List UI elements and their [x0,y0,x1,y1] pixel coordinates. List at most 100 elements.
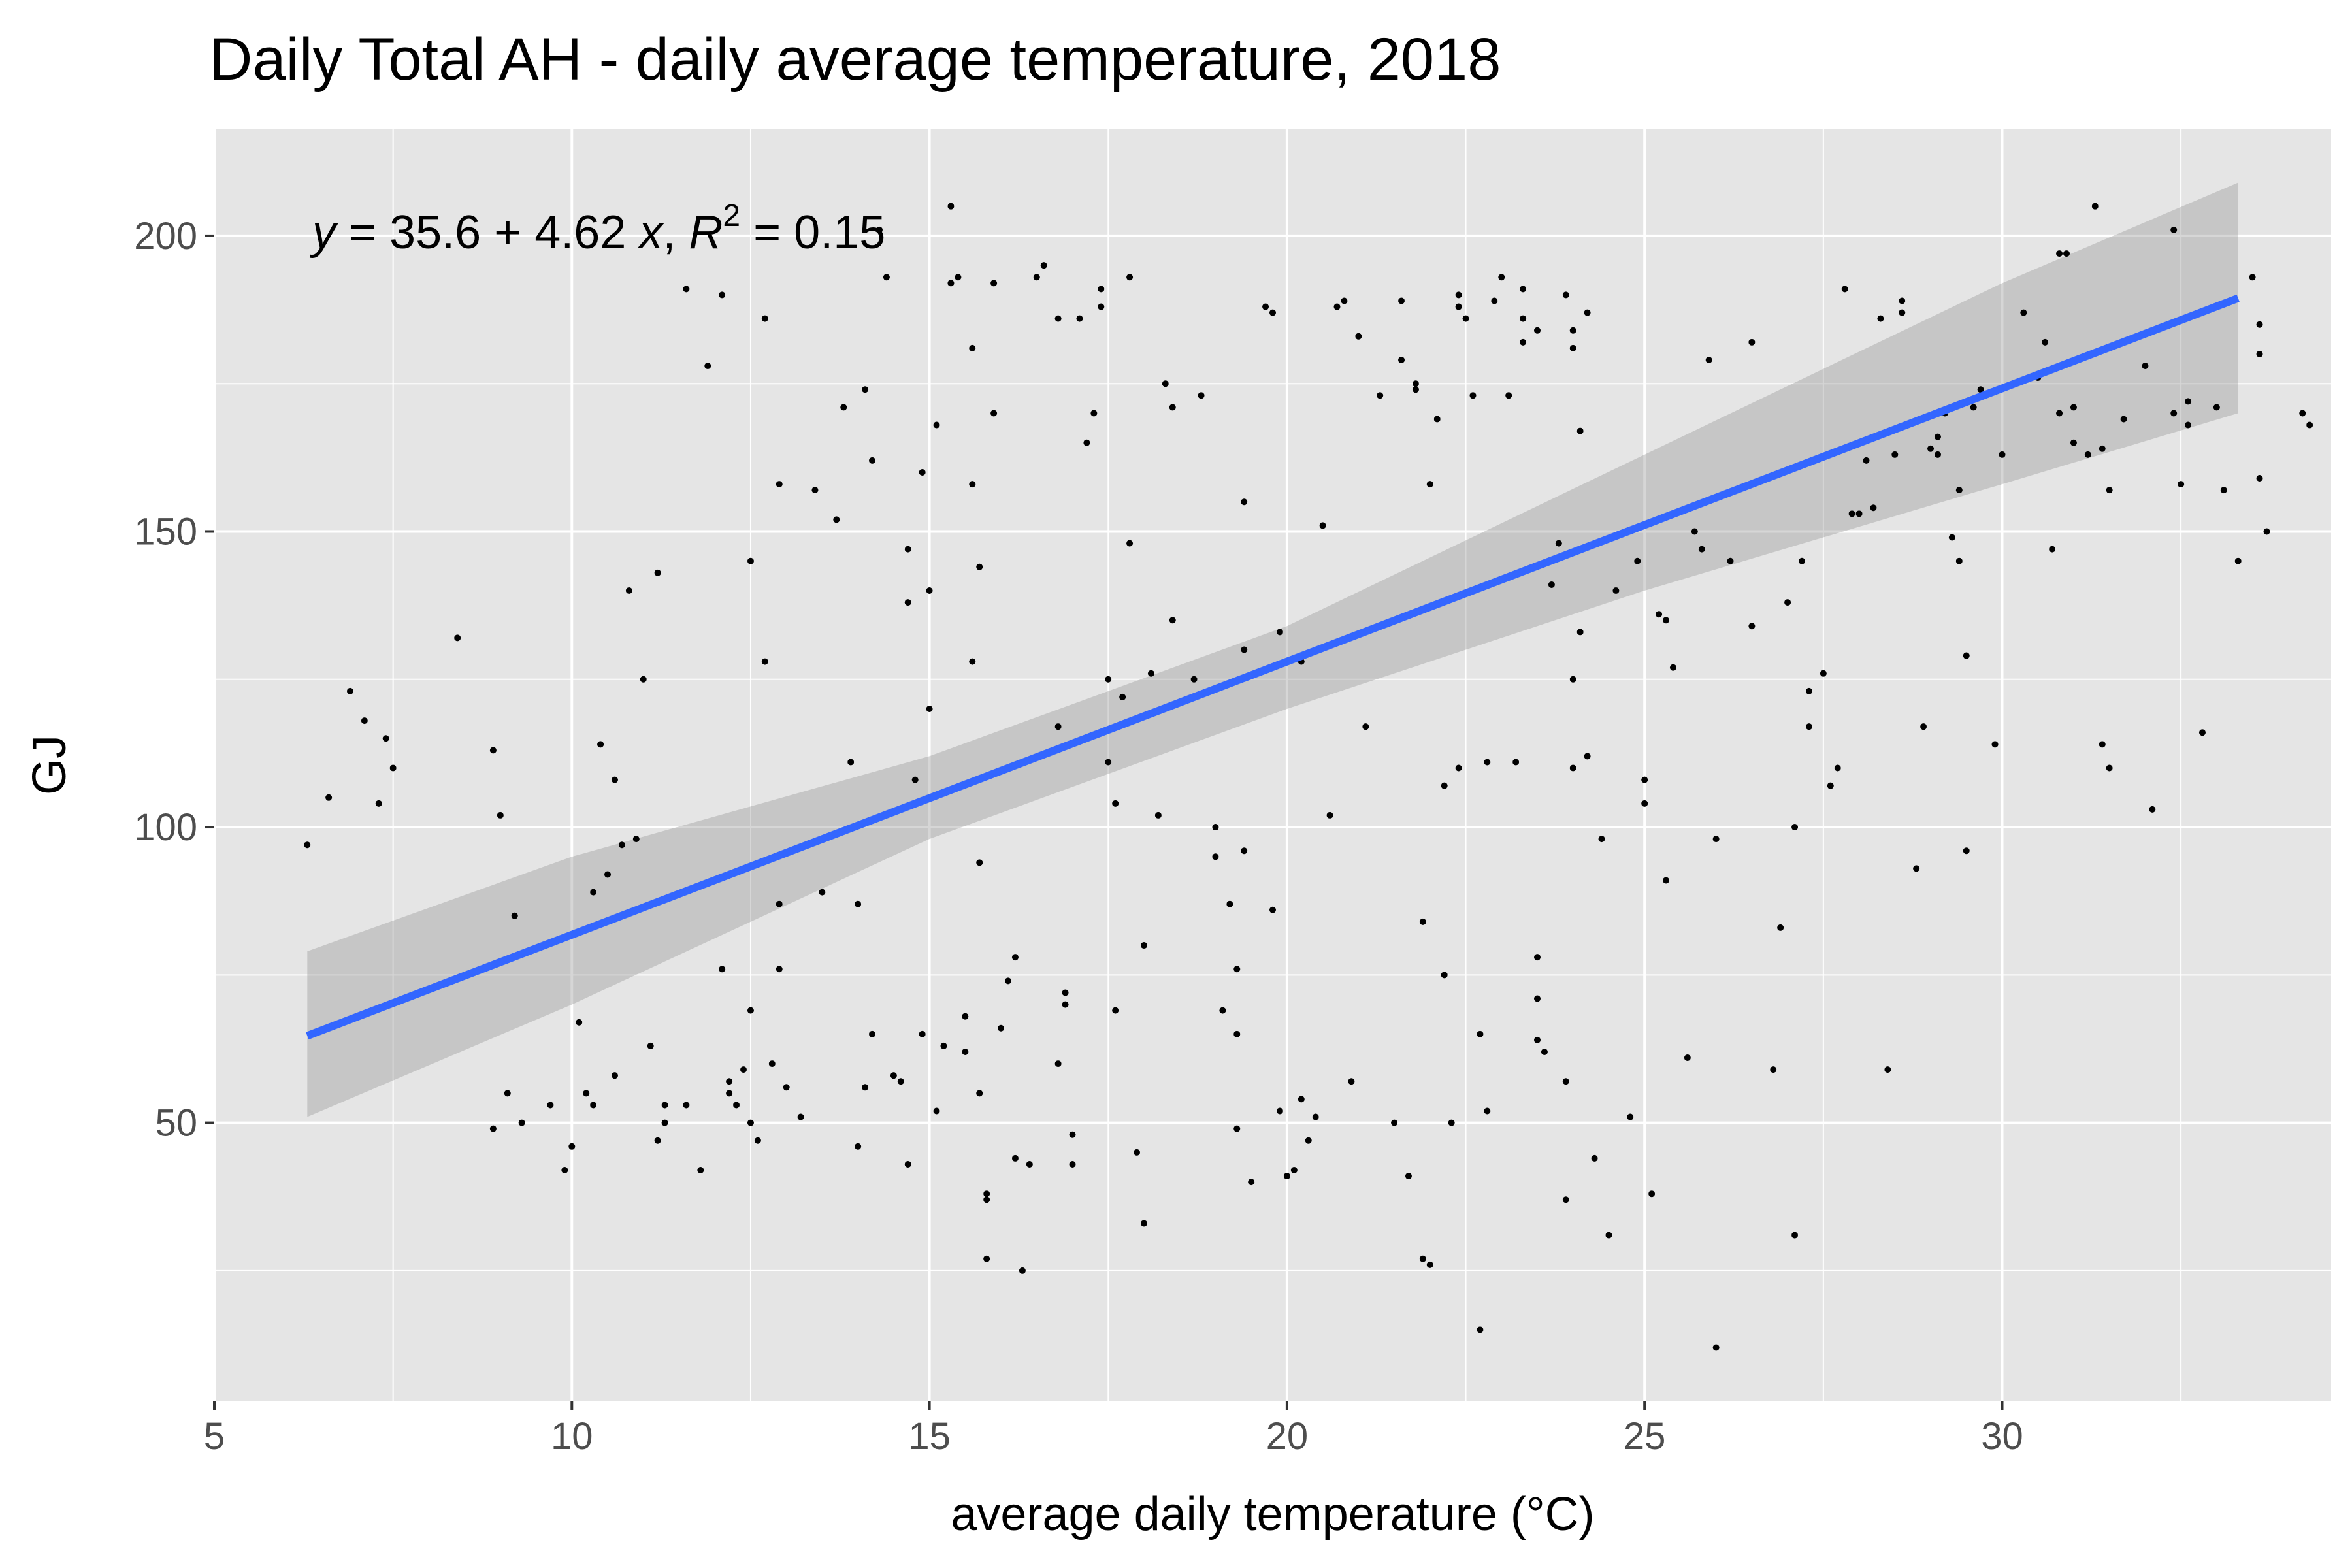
data-point [1355,333,1362,340]
eq-x-var: x [637,206,664,259]
data-point [1011,1154,1019,1162]
data-point [1805,687,1812,694]
data-point [1520,286,1527,293]
data-point [983,1190,990,1198]
data-point [1913,865,1920,872]
data-point [862,386,869,393]
data-point [947,280,955,287]
data-point [1233,1125,1241,1132]
data-point [1656,611,1663,618]
data-point [933,421,940,429]
data-point [2091,203,2099,210]
data-point [611,776,618,783]
data-point [811,487,819,494]
data-point [661,1102,668,1109]
data-point [933,1107,940,1115]
data-point [1684,1054,1691,1062]
data-point [1705,356,1712,363]
data-point [1841,286,1848,293]
data-point [1891,451,1899,458]
data-point [1090,410,1098,417]
data-point [1927,445,1935,452]
data-point [1748,623,1756,630]
data-point [719,291,726,299]
data-point [1083,439,1090,446]
data-point [1426,481,1433,488]
data-point [1054,1060,1062,1068]
data-point [647,1042,654,1049]
eq-comma: , [662,206,689,259]
data-point [382,735,389,742]
data-point [346,687,353,694]
data-point [969,658,976,665]
data-point [1963,847,1970,855]
chart-title: Daily Total AH - daily average temperatu… [209,26,1501,93]
data-point [1377,392,1384,399]
data-point [1333,303,1341,310]
data-point [1362,723,1369,730]
data-point [1576,629,1584,636]
data-point [747,1119,754,1126]
data-point [2070,439,2077,446]
data-point [1555,540,1562,547]
data-point [511,912,518,919]
data-point [2198,729,2206,736]
data-point [1126,274,1134,281]
data-point [697,1167,704,1174]
eq-r-var: R [689,206,723,259]
y-tick-label: 200 [134,215,197,257]
data-point [1283,1173,1290,1180]
data-point [1948,534,1955,541]
eq-r-value: = 0.15 [740,206,885,259]
data-point [1870,504,1877,512]
data-point [2149,806,2156,813]
data-point [654,1137,661,1144]
data-point [1977,386,1984,393]
regression-line [306,294,2240,1040]
data-point [747,557,754,564]
data-point [583,1090,590,1097]
eq-y-var: y [309,206,338,259]
data-point [998,1024,1005,1032]
data-point [919,468,926,476]
data-point [1584,309,1591,316]
data-point [1098,303,1105,310]
data-point [1162,380,1169,387]
data-point [919,1030,926,1037]
data-point [1534,1036,1541,1043]
data-point [1748,338,1756,346]
data-point [754,1137,761,1144]
x-tick-label: 10 [551,1415,593,1458]
data-point [1848,510,1855,517]
data-point [1233,966,1241,973]
data-point [1505,392,1512,399]
data-point [1934,433,1941,440]
y-tick-label: 50 [155,1102,197,1145]
data-point [1126,540,1134,547]
data-point [747,1007,754,1014]
data-point [990,410,998,417]
data-point [855,1143,862,1150]
data-point [1663,877,1670,884]
data-point [1433,416,1441,423]
data-point [797,1113,804,1120]
data-point [940,1042,947,1049]
data-point [1076,315,1083,322]
x-tick-label: 25 [1624,1415,1666,1458]
data-point [683,1102,690,1109]
data-point [1648,1190,1656,1198]
data-point [2020,309,2027,316]
data-point [704,363,711,370]
data-point [1398,297,1405,304]
data-point [983,1196,990,1203]
data-point [1326,811,1333,819]
data-point [1955,487,1963,494]
data-point [1441,972,1448,979]
data-point [1548,581,1555,588]
data-point [1576,427,1584,434]
data-point [1062,989,1069,996]
data-point [1140,1220,1147,1227]
data-point [1033,274,1040,281]
data-point [1226,900,1233,907]
data-point [955,274,962,281]
